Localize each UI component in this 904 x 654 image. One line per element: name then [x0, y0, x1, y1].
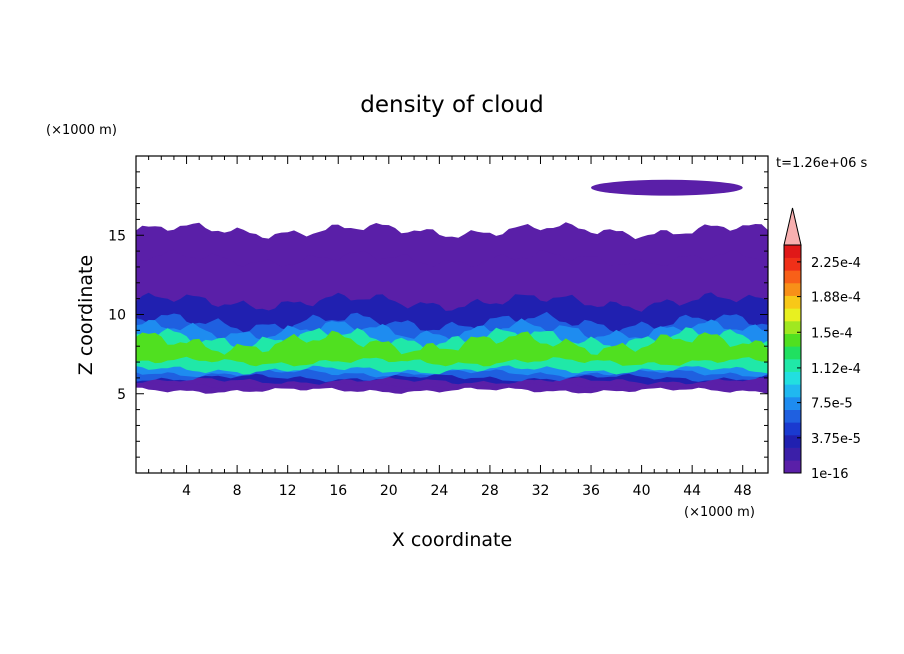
x-axis-ticks: 4 8 12 16 20 24 28 32 36 40 44 48 — [148, 156, 756, 499]
chart-title: density of cloud — [360, 92, 543, 118]
x-axis-label: X coordinate — [392, 529, 512, 551]
x-tick-label: 24 — [430, 483, 448, 499]
colorbar-segment — [784, 270, 801, 284]
colorbar-segment — [784, 245, 801, 258]
time-label: t=1.26e+06 s — [776, 156, 868, 171]
upper-cloud-patch — [591, 179, 743, 196]
x-tick-label: 48 — [734, 483, 752, 499]
y-axis-label: Z coordinate — [75, 255, 97, 375]
colorbar-segment — [784, 435, 801, 448]
colorbar-segment — [784, 346, 801, 360]
colorbar: 1e-16 3.75e-5 7.5e-5 1.12e-4 1.5e-4 1.88e-4 2.… — [783, 207, 861, 482]
density-band-6 — [136, 330, 768, 367]
x-unit-label: (×1000 m) — [684, 505, 755, 520]
y-axis-ticks: 5 10 15 — [108, 171, 768, 458]
x-tick-label: 32 — [532, 483, 550, 499]
colorbar-label: 2.25e-4 — [811, 256, 861, 271]
colorbar-segment — [784, 447, 801, 461]
colorbar-frame — [783, 244, 802, 474]
y-unit-label: (×1000 m) — [46, 123, 117, 138]
colorbar-segment — [784, 283, 801, 296]
colorbar-segment — [784, 409, 801, 423]
density-field — [136, 179, 768, 395]
colorbar-segment — [784, 295, 801, 309]
colorbar-segment — [784, 460, 801, 474]
colorbar-label: 1.88e-4 — [811, 291, 861, 306]
x-tick-label: 44 — [683, 483, 701, 499]
colorbar-segment — [784, 257, 801, 271]
colorbar-segment — [784, 359, 801, 372]
colorbar-label: 7.5e-5 — [811, 397, 853, 412]
colorbar-over-triangle — [783, 207, 802, 246]
x-tick-label: 8 — [233, 483, 242, 499]
x-tick-label: 12 — [279, 483, 297, 499]
y-tick-label: 10 — [108, 308, 126, 324]
colorbar-label: 1.5e-4 — [811, 326, 853, 341]
x-tick-label: 16 — [329, 483, 347, 499]
colorbar-segment — [784, 422, 801, 436]
colorbar-label: 1e-16 — [811, 467, 849, 482]
colorbar-segment — [784, 308, 801, 322]
colorbar-segment — [784, 321, 801, 334]
x-tick-label: 36 — [582, 483, 600, 499]
colorbar-label: 3.75e-5 — [811, 432, 861, 447]
colorbar-segment — [784, 397, 801, 410]
x-tick-label: 40 — [633, 483, 651, 499]
colorbar-segment — [784, 384, 801, 398]
colorbar-segment — [784, 333, 801, 347]
x-tick-label: 4 — [182, 483, 191, 499]
y-tick-label: 5 — [117, 387, 126, 403]
x-tick-label: 20 — [380, 483, 398, 499]
colorbar-label: 1.12e-4 — [811, 362, 861, 377]
y-tick-label: 15 — [108, 228, 126, 244]
colorbar-segment — [784, 371, 801, 385]
x-tick-label: 28 — [481, 483, 499, 499]
